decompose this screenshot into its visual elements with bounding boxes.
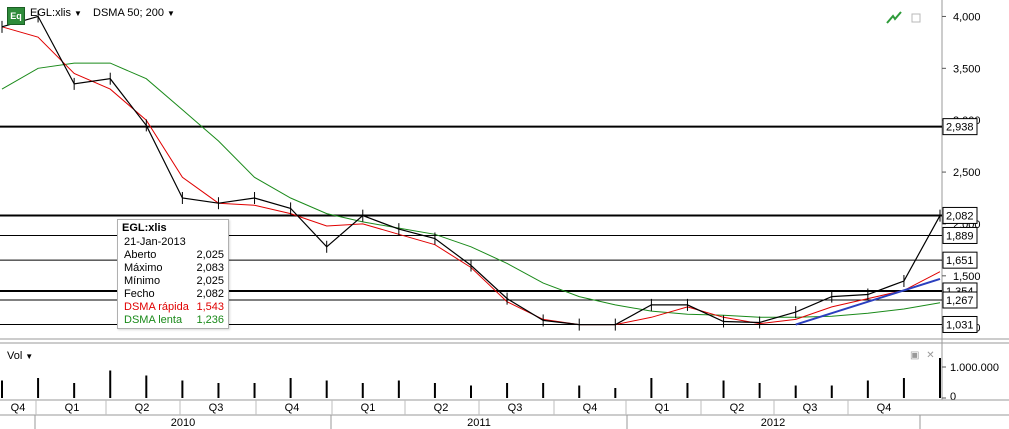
quarter-label: Q1 bbox=[361, 402, 376, 414]
eq-logo[interactable]: Eq bbox=[7, 7, 25, 25]
quarter-label: Q3 bbox=[803, 402, 818, 414]
year-label: 2012 bbox=[761, 417, 785, 429]
trend-up-icon[interactable] bbox=[886, 11, 902, 24]
legend-row: DSMA rápida 1,543 bbox=[124, 301, 228, 314]
legend-row-label: Mínimo bbox=[124, 275, 161, 287]
close-icon[interactable]: ✕ bbox=[926, 350, 935, 361]
quarter-label: Q1 bbox=[65, 402, 80, 414]
legend-row: Aberto 2,025 bbox=[124, 249, 228, 262]
level-price-tag bbox=[942, 226, 978, 244]
legend-date: 21-Jan-2013 bbox=[124, 236, 186, 248]
chevron-down-icon: ▼ bbox=[166, 9, 175, 18]
symbol-selector[interactable]: EGL:xlis ▼ bbox=[30, 7, 82, 19]
chart-toolbar bbox=[885, 11, 925, 30]
quarter-label: Q2 bbox=[434, 402, 449, 414]
legend-row: Fecho 2,082 bbox=[124, 288, 228, 301]
legend-row-label: Máximo bbox=[124, 262, 163, 274]
level-price-tag bbox=[942, 251, 978, 269]
trend-line bbox=[795, 277, 941, 326]
volume-tick-label: 0 bbox=[950, 391, 956, 403]
level-price-label: 1,889 bbox=[946, 230, 974, 242]
level-price-tag bbox=[942, 118, 978, 136]
legend-row-value: 2,025 bbox=[196, 249, 224, 261]
volume-selector[interactable]: Vol ▼ bbox=[7, 350, 33, 362]
quarter-label: Q4 bbox=[583, 402, 598, 414]
level-price-label: 1,031 bbox=[946, 319, 974, 331]
legend-row: Máximo 2,083 bbox=[124, 262, 228, 275]
level-price-tag bbox=[942, 315, 978, 333]
volume-tick-label: 1.000.000 bbox=[950, 362, 999, 374]
chevron-down-icon: ▼ bbox=[25, 352, 34, 361]
legend-title: EGL:xlis bbox=[122, 222, 167, 234]
level-price-label: 1,651 bbox=[946, 255, 974, 267]
year-label: 2010 bbox=[171, 417, 195, 429]
data-legend: EGL:xlis 21-Jan-2013 Aberto 2,025 Máximo 2,… bbox=[117, 219, 229, 329]
quarter-label: Q4 bbox=[877, 402, 892, 414]
legend-row-value: 2,025 bbox=[196, 275, 224, 287]
legend-row: Mínimo 2,025 bbox=[124, 275, 228, 288]
legend-row-value: 1,543 bbox=[196, 301, 224, 313]
quarter-label: Q2 bbox=[730, 402, 745, 414]
legend-row-label: DSMA lenta bbox=[124, 314, 183, 326]
level-price-label: 2,082 bbox=[946, 210, 974, 222]
quarter-label: Q3 bbox=[508, 402, 523, 414]
legend-row-label: Fecho bbox=[124, 288, 155, 300]
symbol-label: EGL:xlis bbox=[30, 7, 71, 19]
legend-row-label: DSMA rápida bbox=[124, 301, 189, 313]
legend-row-value: 1,236 bbox=[196, 314, 224, 326]
quarter-label: Q2 bbox=[135, 402, 150, 414]
year-label: 2011 bbox=[467, 417, 491, 429]
quarter-label: Q4 bbox=[285, 402, 300, 414]
level-price-tag bbox=[942, 206, 978, 224]
level-price-label: 1,267 bbox=[946, 295, 974, 307]
quarter-label: Q3 bbox=[209, 402, 224, 414]
price-tick-label: 4,000 bbox=[953, 11, 981, 23]
maximize-icon[interactable]: ▣ bbox=[910, 350, 920, 361]
maximize-icon[interactable] bbox=[911, 13, 921, 23]
price-tick-label: 1,500 bbox=[953, 271, 981, 283]
legend-row: DSMA lenta 1,236 bbox=[124, 314, 228, 327]
indicator-label: DSMA 50; 200 bbox=[93, 7, 164, 19]
volume-panel-controls: ▣ ✕ bbox=[910, 350, 935, 361]
legend-row-value: 2,082 bbox=[196, 288, 224, 300]
chevron-down-icon: ▼ bbox=[73, 9, 82, 18]
level-price-tag bbox=[942, 291, 978, 309]
price-tick-label: 3,500 bbox=[953, 63, 981, 75]
indicator-selector[interactable]: DSMA 50; 200 ▼ bbox=[93, 7, 175, 19]
quarter-label: Q1 bbox=[655, 402, 670, 414]
level-price-label: 2,938 bbox=[946, 122, 974, 134]
price-tick-label: 2,500 bbox=[953, 167, 981, 179]
dsma-slow-line bbox=[1, 62, 941, 318]
legend-row-value: 2,083 bbox=[196, 262, 224, 274]
quarter-label: Q4 bbox=[11, 402, 26, 414]
volume-label: Vol bbox=[7, 350, 23, 362]
legend-row-label: Aberto bbox=[124, 249, 157, 261]
